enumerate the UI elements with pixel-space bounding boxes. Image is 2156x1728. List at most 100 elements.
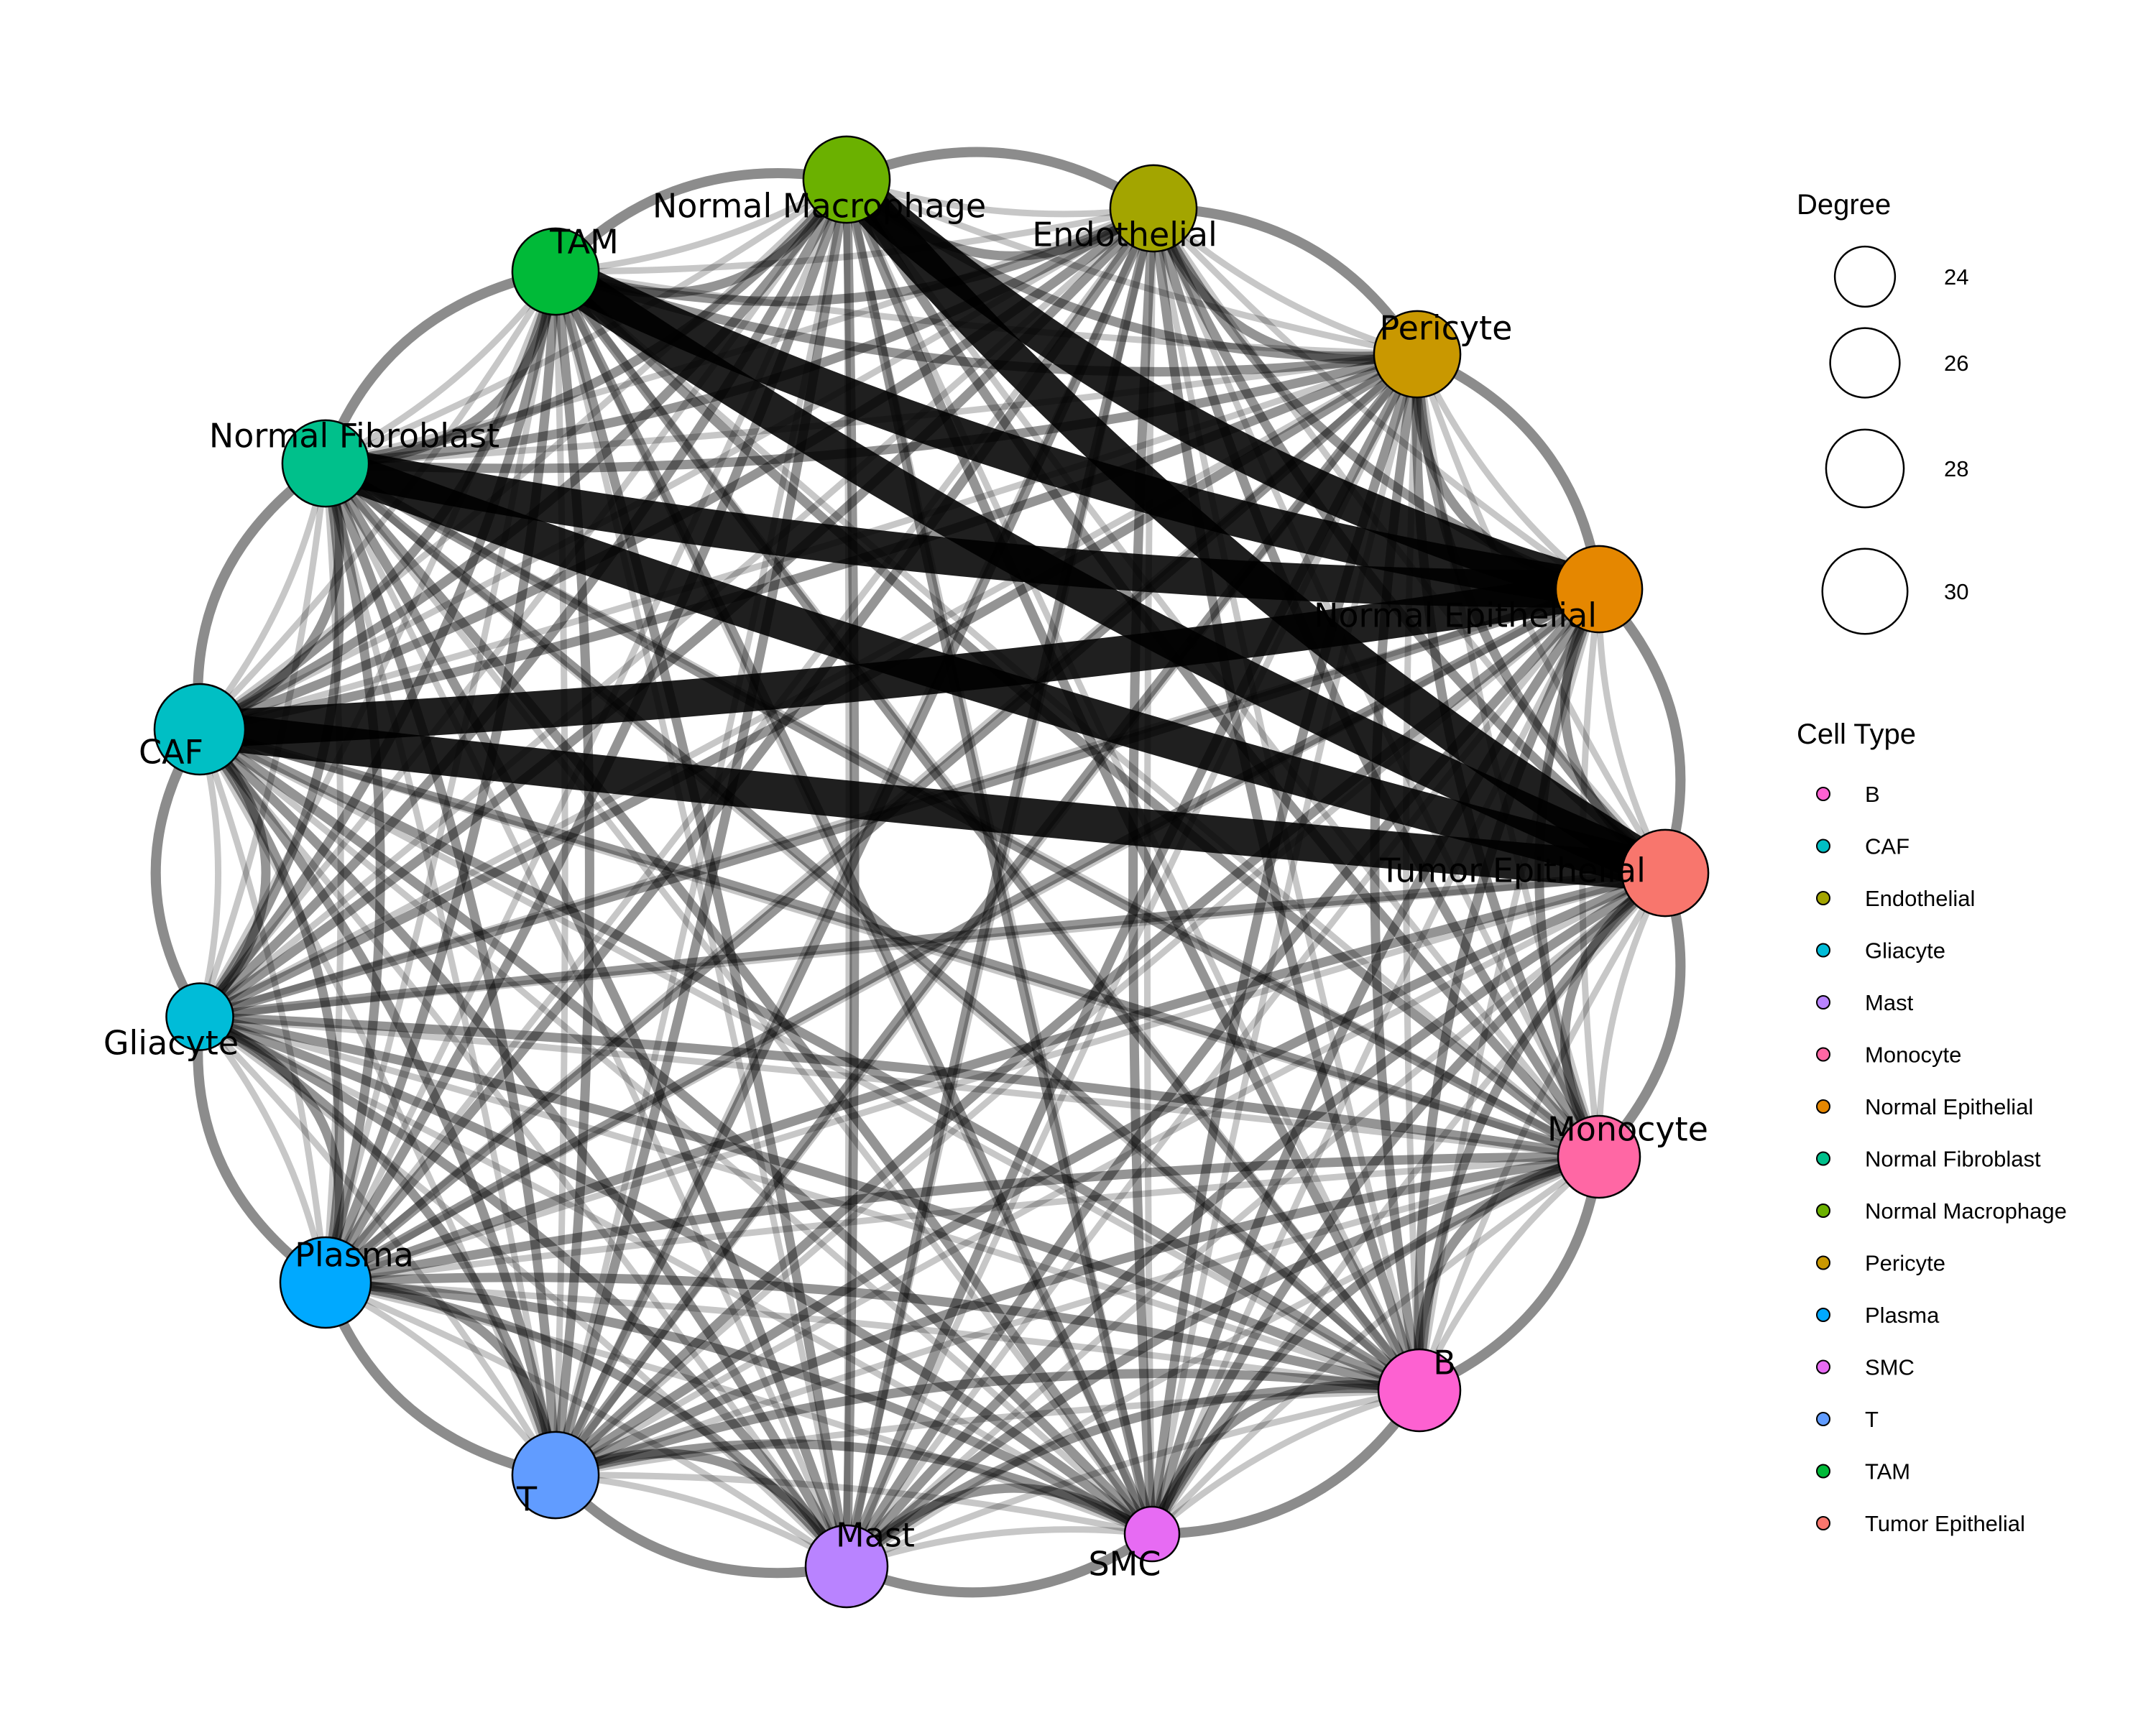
edge (1416, 871, 1668, 1392)
edge (321, 1277, 852, 1571)
celltype-legend-label: Normal Epithelial (1865, 1094, 2033, 1119)
edge (197, 1014, 558, 1477)
edge (843, 178, 1423, 1392)
edge (1414, 354, 1603, 1158)
node-normal-macrophage[interactable] (802, 135, 891, 224)
edge (554, 1153, 1600, 1479)
edge (1143, 208, 1157, 1535)
edge (195, 1012, 1157, 1539)
node-label-b: B (1433, 1344, 1456, 1382)
node-label-normal-macrophage: Normal Macrophage (653, 187, 986, 226)
degree-legend-circle (1833, 245, 1897, 308)
edges-layer (150, 147, 1686, 1598)
celltype-legend-label: Mast (1865, 990, 1914, 1015)
edge (1147, 868, 1670, 1539)
edge (1414, 1152, 1604, 1395)
edge (1148, 203, 1604, 1162)
edge (553, 869, 1667, 1478)
edge (197, 727, 849, 1568)
edge (1148, 203, 1604, 594)
edge (550, 267, 594, 1480)
edge (552, 271, 568, 1476)
node-normal-epithelial[interactable] (1554, 545, 1644, 634)
edge (550, 868, 1670, 1480)
celltype-legend-label: Gliacyte (1865, 938, 1945, 964)
edge (1150, 1387, 1421, 1537)
edge (551, 1471, 848, 1579)
edge (321, 868, 1670, 1288)
edge (197, 270, 559, 1019)
node-mast[interactable] (804, 1524, 889, 1609)
edge (195, 1012, 344, 1288)
node-pericyte[interactable] (1373, 310, 1462, 399)
edge (843, 207, 1157, 1567)
edge (324, 869, 1667, 1286)
node-plasma[interactable] (279, 1236, 372, 1329)
celltype-legend-swatch (1816, 1359, 1830, 1374)
node-gliacyte[interactable] (165, 982, 234, 1051)
edge (1149, 871, 1668, 1536)
celltype-legend-swatch (1816, 1412, 1830, 1426)
edge (842, 175, 1424, 1395)
edge (195, 724, 1157, 1539)
edge (842, 1152, 1604, 1571)
edge (1128, 203, 1158, 1539)
edge (323, 461, 1422, 1393)
celltype-legend-label: T (1865, 1407, 1879, 1432)
edge (322, 271, 559, 1284)
edge (844, 1153, 1600, 1569)
celltype-legend-swatch (1816, 995, 1830, 1009)
node-endothelial[interactable] (1109, 164, 1198, 253)
celltype-legend-swatch (1816, 787, 1830, 801)
edge (195, 267, 561, 1022)
edge (842, 1383, 1424, 1571)
edge (1560, 868, 1670, 1162)
edge (307, 445, 1618, 608)
node-b[interactable] (1377, 1348, 1462, 1433)
edge (550, 203, 1158, 1480)
celltype-legend-title: Cell Type (1797, 719, 1916, 750)
edge (845, 1387, 1420, 1570)
edge (322, 461, 850, 1568)
node-monocyte[interactable] (1557, 1114, 1641, 1199)
edge (550, 1152, 1604, 1480)
node-label-smc: SMC (1088, 1545, 1161, 1584)
node-smc[interactable] (1123, 1505, 1181, 1563)
node-tam[interactable] (511, 227, 600, 316)
edge (324, 1279, 1153, 1538)
edge (1417, 1156, 1604, 1395)
edge (842, 1483, 1157, 1571)
degree-legend-title: Degree (1797, 189, 1891, 221)
edge (195, 267, 561, 734)
node-tumor-epithelial[interactable] (1621, 828, 1710, 918)
edge (844, 587, 1602, 1568)
celltype-legend-label: B (1865, 782, 1880, 807)
node-caf[interactable] (153, 683, 247, 776)
celltype-legend-swatch (1816, 891, 1830, 905)
edge (1148, 203, 1422, 364)
edge (555, 1471, 1153, 1538)
celltype-legend-swatch (1816, 1464, 1830, 1479)
edge (1147, 584, 1604, 1539)
celltype-legend-swatch (1816, 1516, 1830, 1530)
edge (550, 203, 1158, 306)
edge (198, 726, 1155, 1537)
edge (321, 458, 1424, 1395)
edge (321, 267, 561, 1288)
edge (195, 724, 271, 1022)
edge (322, 463, 344, 1283)
edge (195, 724, 852, 1571)
edge (550, 267, 1604, 1162)
node-normal-fibroblast[interactable] (281, 419, 370, 508)
node-t[interactable] (511, 1431, 600, 1520)
node-label-normal-epithelial: Normal Epithelial (1314, 596, 1597, 635)
edge (195, 724, 1604, 1162)
edge (1149, 1154, 1601, 1537)
node-label-caf: CAF (139, 733, 203, 772)
edge (555, 1387, 1420, 1479)
edge (321, 458, 1604, 1162)
celltype-legend-label: Plasma (1865, 1303, 1940, 1328)
edge (196, 463, 329, 1018)
edge (321, 1272, 1424, 1395)
edge (1148, 587, 1602, 1535)
